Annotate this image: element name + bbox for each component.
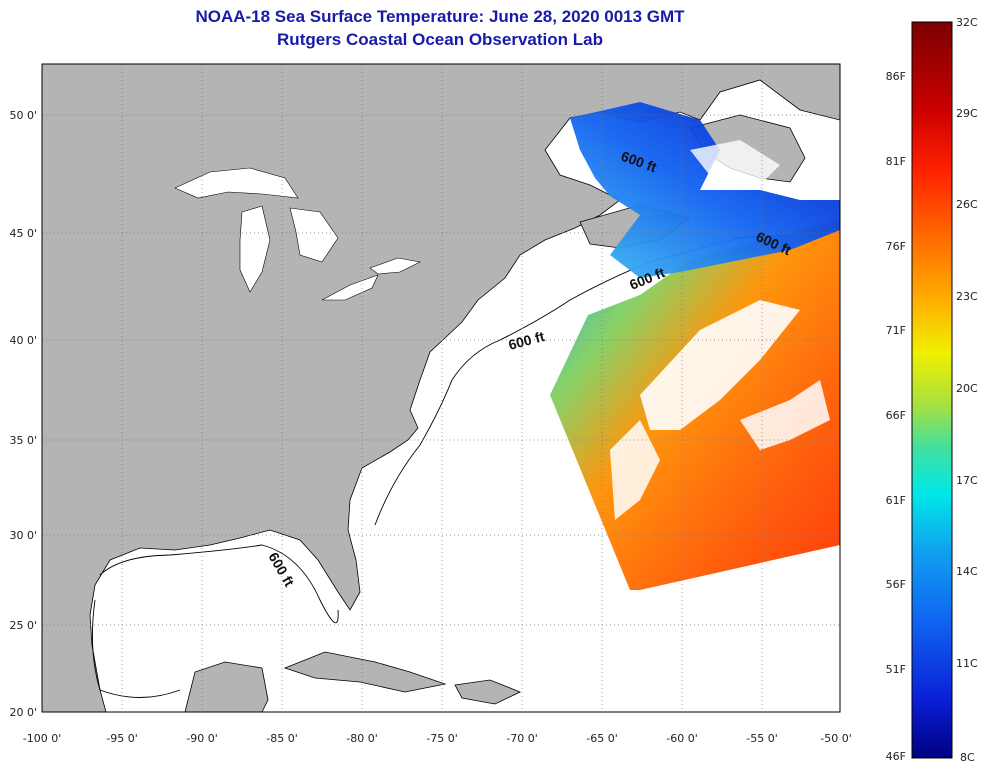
map-subtitle: Rutgers Coastal Ocean Observation Lab [277,30,603,49]
lon-tick-label: -80 0' [346,732,378,745]
land-hispaniola [454,679,521,705]
lon-tick-label: -50 0' [820,732,852,745]
colorbar-c-label: 32C [956,16,978,29]
map-title: NOAA-18 Sea Surface Temperature: June 28… [195,7,685,26]
land-cuba [283,651,447,693]
colorbar-f-label: 71F [886,324,906,337]
lon-tick-label: -70 0' [506,732,538,745]
colorbar-f-label: 76F [886,240,906,253]
colorbar-c-label: 29C [956,107,978,120]
cloud-patch-3 [740,380,830,450]
lat-tick-label: 35 0' [9,434,37,447]
lake-ontario [369,257,421,275]
lon-tick-label: -60 0' [666,732,698,745]
colorbar-f-label: 81F [886,155,906,168]
colorbar: 86F 81F 76F 71F 66F 61F 56F 51F 46F 32C … [886,16,978,764]
colorbar-c-label: 17C [956,474,978,487]
lat-axis: 20 0' 25 0' 30 0' 35 0' 40 0' 45 0' 50 0… [9,109,37,719]
colorbar-f-label: 46F [886,750,906,763]
land-yucatan [184,661,269,712]
lake-huron [289,207,339,263]
colorbar-f-label: 56F [886,578,906,591]
lon-tick-label: -100 0' [23,732,61,745]
colorbar-c-label: 8C [960,751,975,764]
cloud-patch-1 [640,300,800,430]
lake-michigan [239,205,271,293]
colorbar-f-label: 86F [886,70,906,83]
colorbar-gradient [911,21,953,759]
colorbar-c-label: 14C [956,565,978,578]
graticule [42,64,840,712]
sst-cold-region [570,102,840,278]
colorbar-c-label: 11C [956,657,978,670]
lat-tick-label: 50 0' [9,109,37,122]
lon-tick-label: -75 0' [426,732,458,745]
lon-tick-label: -65 0' [586,732,618,745]
colorbar-c-label: 23C [956,290,978,303]
colorbar-c-label: 26C [956,198,978,211]
lon-axis: -100 0' -95 0' -90 0' -85 0' -80 0' -75 … [23,732,852,745]
cloud-patch-2 [610,420,660,520]
lake-erie [321,274,379,301]
contour-600ft-gulf [91,544,339,698]
lat-tick-label: 30 0' [9,529,37,542]
lat-tick-label: 45 0' [9,227,37,240]
lat-tick-label: 40 0' [9,334,37,347]
lon-tick-label: -55 0' [746,732,778,745]
colorbar-f-label: 61F [886,494,906,507]
colorbar-f-label: 66F [886,409,906,422]
lake-superior [174,167,299,199]
map-frame [41,63,841,713]
lon-tick-label: -90 0' [186,732,218,745]
lat-tick-label: 25 0' [9,619,37,632]
lon-tick-label: -85 0' [266,732,298,745]
lon-tick-label: -95 0' [106,732,138,745]
colorbar-f-label: 51F [886,663,906,676]
lat-tick-label: 20 0' [9,706,37,719]
cloud-patch-4 [690,140,780,185]
colorbar-c-label: 20C [956,382,978,395]
